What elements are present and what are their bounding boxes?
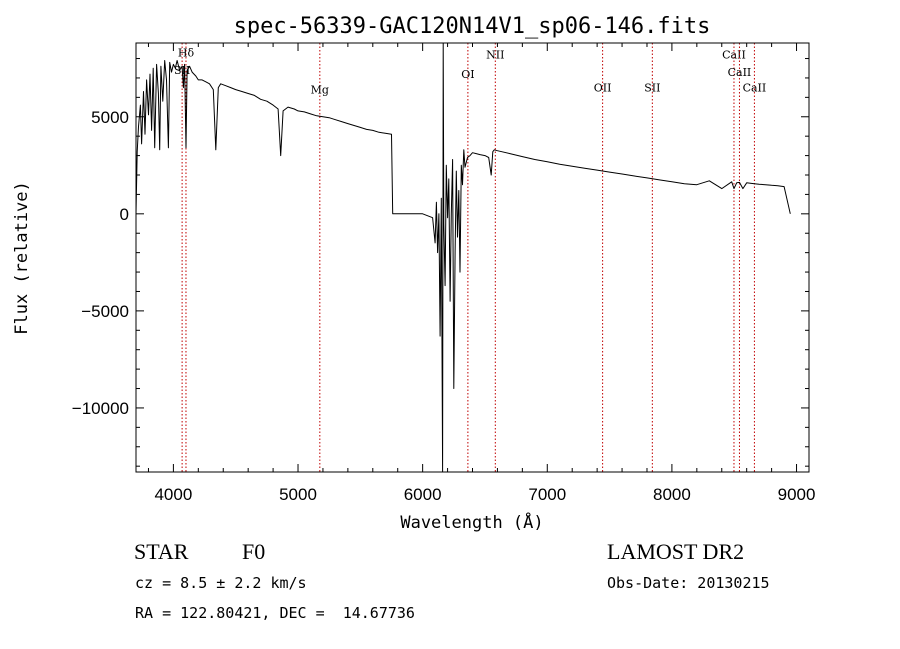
- axis-ticks: 4000 5000 6000 7000 8000 9000 5000 0 −5000 −10000: [72, 43, 816, 504]
- line-label: NII: [486, 49, 504, 62]
- redshift-value: cz = 8.5 ± 2.2 km/s: [135, 574, 307, 592]
- line-label: Mg: [311, 83, 329, 96]
- y-tick-label: 0: [120, 205, 129, 224]
- observation-date: Obs-Date: 20130215: [607, 574, 770, 592]
- spectrum-line: [135, 42, 791, 473]
- line-label: CaII: [728, 66, 752, 79]
- plot-frame: [135, 42, 810, 473]
- x-tick-label: 6000: [404, 485, 442, 504]
- chart-title: spec-56339-GAC120N14V1_sp06-146.fits: [234, 14, 711, 39]
- line-label: OII: [594, 82, 612, 95]
- x-tick-label: 7000: [528, 485, 566, 504]
- line-label: CaII: [722, 49, 746, 62]
- y-tick-label: −5000: [81, 302, 129, 321]
- survey-name: LAMOST DR2: [607, 539, 745, 564]
- line-label: Hδ: [178, 47, 195, 60]
- y-tick-label: −10000: [72, 399, 129, 418]
- coordinates: RA = 122.80421, DEC = 14.67736: [135, 604, 415, 622]
- x-tick-label: 5000: [279, 485, 317, 504]
- x-axis-label: Wavelength (Å): [400, 511, 543, 533]
- line-label: SII: [644, 82, 660, 95]
- line-label: CaII: [743, 82, 767, 95]
- x-tick-label: 8000: [653, 485, 691, 504]
- spectral-subclass: F0: [242, 539, 266, 564]
- object-type: STAR: [134, 539, 189, 564]
- x-tick-label: 4000: [154, 485, 192, 504]
- spectrum-layer: [135, 42, 791, 473]
- line-label: OI: [461, 68, 474, 81]
- y-tick-label: 5000: [91, 108, 129, 127]
- y-axis-label: Flux (relative): [12, 181, 32, 335]
- x-tick-label: 9000: [778, 485, 816, 504]
